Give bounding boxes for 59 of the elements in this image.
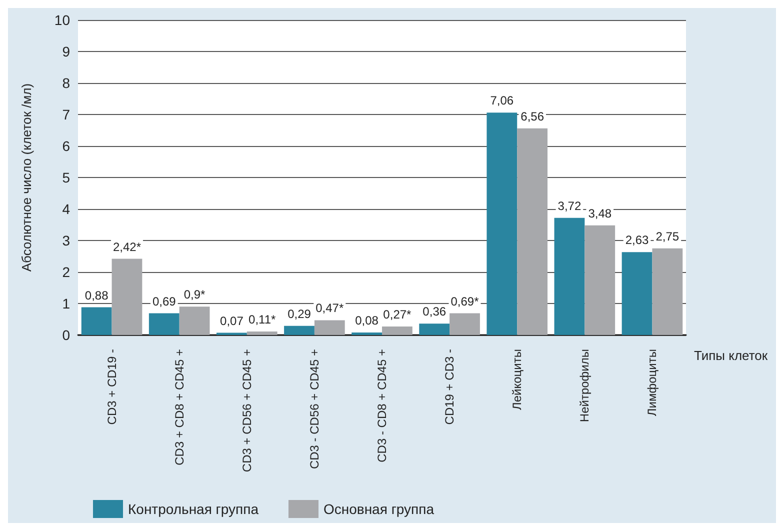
y-tick-label: 5 <box>62 170 70 186</box>
data-label: 6,56 <box>520 109 544 124</box>
x-tick-label: CD19 + CD3 - <box>442 349 457 425</box>
y-tick-label: 8 <box>62 75 70 91</box>
bar <box>382 326 412 335</box>
data-label: 0,88 <box>84 288 109 302</box>
bar <box>450 313 480 335</box>
bar <box>314 320 345 335</box>
legend-label: Контрольная группа <box>128 501 259 517</box>
x-tick-label: Лейкоциты <box>510 349 524 410</box>
y-tick-label: 4 <box>62 201 70 217</box>
data-label: 3,72 <box>558 198 582 213</box>
data-label: 0,07 <box>220 314 244 328</box>
y-tick-label: 3 <box>62 232 70 248</box>
data-label: 0,9* <box>184 288 206 302</box>
bar <box>517 128 548 335</box>
bar <box>284 326 314 335</box>
data-label: 0,27* <box>383 307 412 322</box>
x-tick-label: CD3 + CD19 - <box>104 349 119 425</box>
bar <box>112 258 142 335</box>
x-tick-label: Нейтрофилы <box>578 349 592 422</box>
data-label: 2,42* <box>112 240 142 254</box>
bar <box>352 332 382 335</box>
data-label: 0,08 <box>355 313 379 328</box>
bar <box>622 252 652 335</box>
data-label: 0,29 <box>288 306 312 321</box>
y-tick-label: 6 <box>62 138 70 154</box>
bar <box>148 313 180 335</box>
bar <box>81 307 112 335</box>
legend-label: Основная группа <box>323 501 434 517</box>
x-tick-label: CD3 + CD8 + CD45 + <box>172 349 186 466</box>
bar <box>179 306 210 335</box>
x-tick-label: Лимфоциты <box>645 349 660 416</box>
x-tick-label: CD3 + CD56 + CD45 + <box>240 349 254 472</box>
x-tick-label: CD3 - CD8 + CD45 + <box>375 349 389 462</box>
bar <box>584 225 616 335</box>
y-tick-label: 1 <box>62 296 70 312</box>
y-tick-label: 7 <box>62 106 70 122</box>
bar <box>246 332 278 335</box>
data-label: 2,75 <box>656 229 680 244</box>
data-label: 7,06 <box>490 94 514 108</box>
y-tick-label: 9 <box>62 44 70 60</box>
bar <box>554 218 585 335</box>
bar <box>486 112 518 335</box>
x-axis-title: Типы клеток <box>694 348 768 363</box>
bar <box>652 248 683 335</box>
data-label: 0,47* <box>316 301 344 316</box>
bar <box>419 324 450 335</box>
x-tick-label: CD3 - CD56 + CD45 + <box>307 349 322 470</box>
y-tick-label: 2 <box>62 264 70 280</box>
y-tick-label: 0 <box>62 327 70 343</box>
data-label: 0,11* <box>248 312 276 327</box>
y-tick-label: 10 <box>54 12 70 28</box>
data-label: 0,36 <box>422 304 446 319</box>
data-label: 3,48 <box>588 206 612 220</box>
data-label: 2,63 <box>625 233 650 248</box>
data-label: 0,69 <box>152 294 176 308</box>
y-axis-title: Абсолютное число (клеток /мл) <box>19 83 34 272</box>
data-label: 0,69* <box>450 294 480 308</box>
